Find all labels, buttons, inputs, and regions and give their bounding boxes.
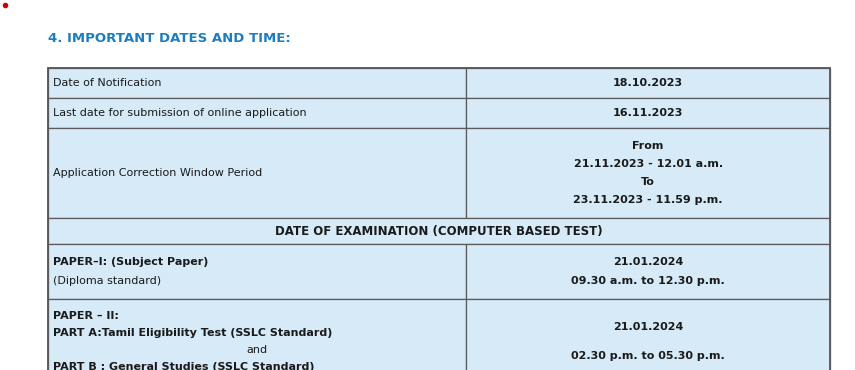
Bar [466, 244, 830, 299]
Bar [466, 98, 830, 128]
Bar [48, 128, 466, 218]
Text: PAPER – II:: PAPER – II: [53, 311, 119, 321]
Text: PAPER–I: (Subject Paper): PAPER–I: (Subject Paper) [53, 257, 209, 268]
Text: Last date for submission of online application: Last date for submission of online appli… [53, 108, 307, 118]
Text: 21.01.2024: 21.01.2024 [613, 322, 683, 332]
Text: Application Correction Window Period: Application Correction Window Period [53, 168, 262, 178]
Text: PART A:Tamil Eligibility Test (SSLC Standard): PART A:Tamil Eligibility Test (SSLC Stan… [53, 328, 333, 338]
Text: 21.11.2023 - 12.01 a.m.: 21.11.2023 - 12.01 a.m. [574, 159, 722, 169]
Bar [466, 128, 830, 218]
Bar [48, 68, 466, 98]
Bar [466, 299, 830, 370]
Bar [48, 244, 466, 299]
Text: DATE OF EXAMINATION (COMPUTER BASED TEST): DATE OF EXAMINATION (COMPUTER BASED TEST… [275, 225, 603, 238]
Text: To: To [641, 177, 655, 187]
Text: 21.01.2024: 21.01.2024 [613, 257, 683, 268]
Bar [466, 68, 830, 98]
Text: From: From [633, 141, 663, 151]
Bar [48, 68, 830, 370]
Text: 4. IMPORTANT DATES AND TIME:: 4. IMPORTANT DATES AND TIME: [48, 32, 291, 45]
Bar [48, 299, 466, 370]
Text: Date of Notification: Date of Notification [53, 78, 162, 88]
Bar [48, 218, 830, 244]
Text: and: and [246, 345, 268, 355]
Bar [48, 98, 466, 128]
Text: 23.11.2023 - 11.59 p.m.: 23.11.2023 - 11.59 p.m. [574, 195, 723, 205]
Text: 18.10.2023: 18.10.2023 [613, 78, 683, 88]
Text: 02.30 p.m. to 05.30 p.m.: 02.30 p.m. to 05.30 p.m. [571, 351, 725, 361]
Text: 16.11.2023: 16.11.2023 [613, 108, 683, 118]
Text: PART B : General Studies (SSLC Standard): PART B : General Studies (SSLC Standard) [53, 362, 315, 370]
Text: 09.30 a.m. to 12.30 p.m.: 09.30 a.m. to 12.30 p.m. [571, 276, 725, 286]
Text: (Diploma standard): (Diploma standard) [53, 276, 161, 286]
